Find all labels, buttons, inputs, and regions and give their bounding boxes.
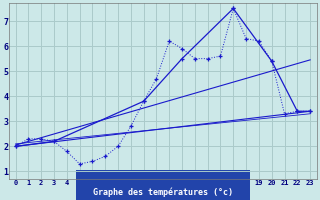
X-axis label: Graphe des températures (°c): Graphe des températures (°c) [93, 187, 233, 197]
